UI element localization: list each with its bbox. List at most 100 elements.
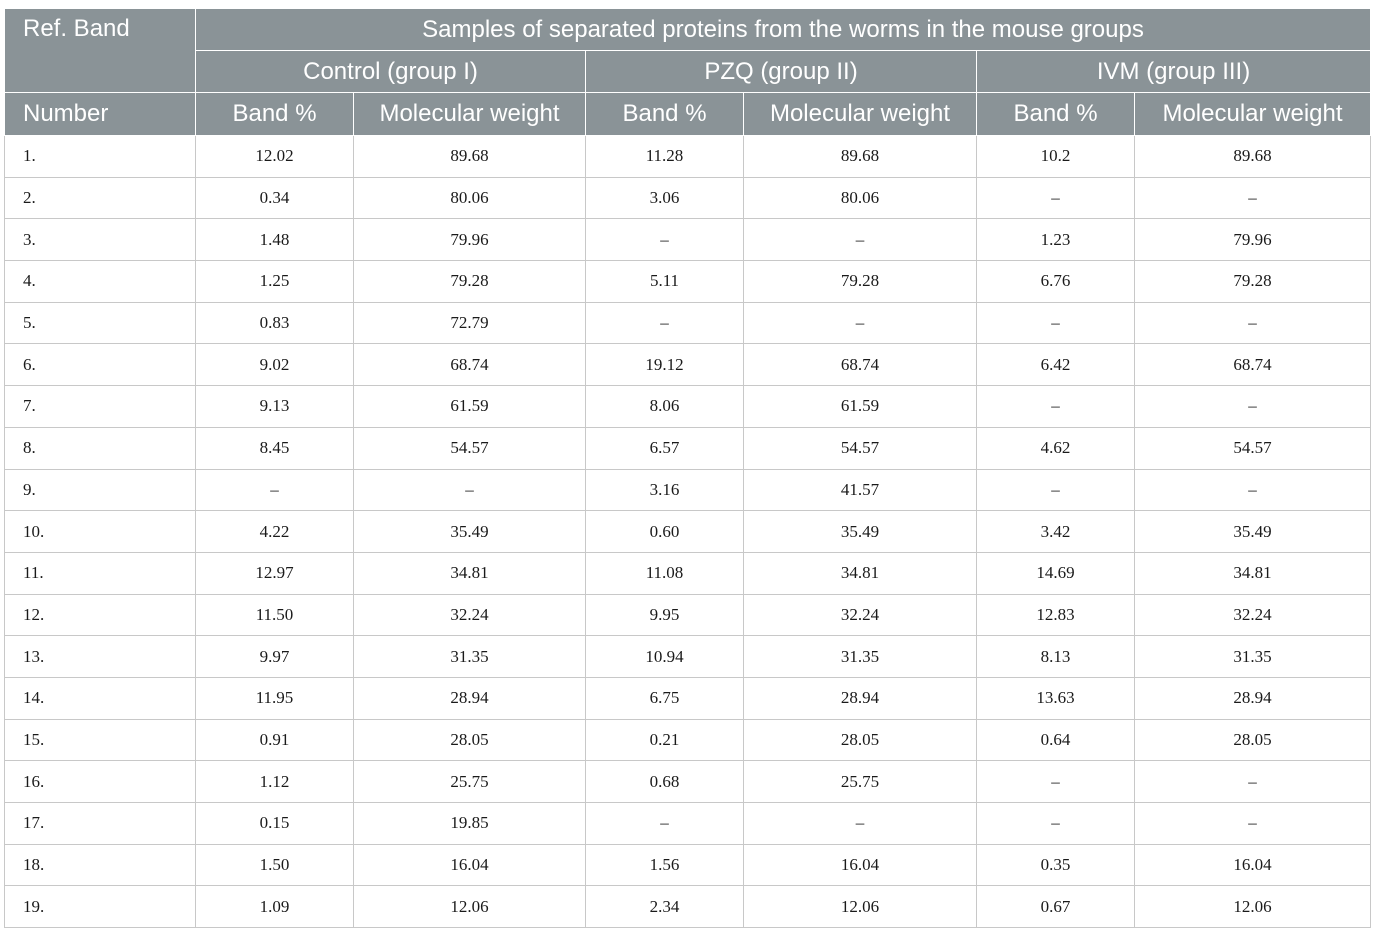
band-number-cell: 13. xyxy=(4,635,196,678)
pzq-band-pct-cell: 11.08 xyxy=(585,551,744,595)
control-band-pct-cell: 4.22 xyxy=(195,510,354,553)
pzq-band-pct-cell: 3.16 xyxy=(585,468,744,512)
control-band-pct-cell: 1.48 xyxy=(195,218,354,262)
ivm-mol-weight-cell: 68.74 xyxy=(1134,343,1371,387)
control-mol-weight-cell: 72.79 xyxy=(353,301,586,345)
control-band-pct-cell: 1.09 xyxy=(195,885,354,929)
ivm-mol-weight-cell: – xyxy=(1134,802,1371,845)
control-mol-weight-cell: 80.06 xyxy=(353,176,586,220)
ivm-mol-weight-cell: 12.06 xyxy=(1134,885,1371,929)
ivm-band-pct-cell: 6.76 xyxy=(976,260,1135,303)
control-band-pct-cell: 0.15 xyxy=(195,802,354,845)
table-row: 8. 8.45 54.57 6.57 54.57 4.62 54.57 xyxy=(4,426,1371,470)
control-band-pct-cell: 1.12 xyxy=(195,760,354,803)
pzq-band-pct-cell: 1.56 xyxy=(585,843,744,887)
ivm-band-pct-cell: – xyxy=(976,176,1135,220)
control-band-pct-cell: 0.91 xyxy=(195,718,354,762)
ivm-mol-weight-cell: 35.49 xyxy=(1134,510,1371,553)
control-band-pct-cell: 9.97 xyxy=(195,635,354,678)
ivm-mol-weight-cell: – xyxy=(1134,176,1371,220)
pzq-mol-weight-cell: 16.04 xyxy=(743,843,977,887)
mol-weight-header: Molecular weight xyxy=(743,92,977,136)
band-number-cell: 7. xyxy=(4,385,196,428)
band-number-cell: 10. xyxy=(4,510,196,553)
control-mol-weight-cell: 35.49 xyxy=(353,510,586,553)
ivm-mol-weight-cell: 89.68 xyxy=(1134,135,1371,178)
band-pct-header: Band % xyxy=(585,92,744,136)
control-band-pct-cell: – xyxy=(195,468,354,512)
control-mol-weight-cell: 25.75 xyxy=(353,760,586,803)
band-number-cell: 1. xyxy=(4,135,196,178)
control-mol-weight-cell: 79.28 xyxy=(353,260,586,303)
ivm-mol-weight-cell: 31.35 xyxy=(1134,635,1371,678)
pzq-mol-weight-cell: 80.06 xyxy=(743,176,977,220)
control-mol-weight-cell: 32.24 xyxy=(353,593,586,637)
table-row: 17. 0.15 19.85– – – – xyxy=(4,802,1371,845)
ivm-band-pct-cell: – xyxy=(976,802,1135,845)
samples-title-header: Samples of separated proteins from the w… xyxy=(195,8,1371,51)
pzq-band-pct-cell: 3.06 xyxy=(585,176,744,220)
control-mol-weight-cell: 61.59 xyxy=(353,385,586,428)
ivm-band-pct-cell: 3.42 xyxy=(976,510,1135,553)
band-pct-header: Band % xyxy=(976,92,1135,136)
ivm-mol-weight-cell: 34.81 xyxy=(1134,551,1371,595)
control-mol-weight-cell: 28.05 xyxy=(353,718,586,762)
pzq-band-pct-cell: 11.28 xyxy=(585,135,744,178)
band-number-cell: 14. xyxy=(4,676,196,720)
table-row: 14. 11.95 28.94 6.75 28.94 13.63 28.94 xyxy=(4,676,1371,720)
ivm-band-pct-cell: 4.62 xyxy=(976,426,1135,470)
ivm-mol-weight-cell: – xyxy=(1134,385,1371,428)
pzq-mol-weight-cell: 32.24 xyxy=(743,593,977,637)
pzq-band-pct-cell: 0.60 xyxy=(585,510,744,553)
number-header: Number xyxy=(4,92,196,136)
pzq-mol-weight-cell: 28.94 xyxy=(743,676,977,720)
band-number-cell: 11. xyxy=(4,551,196,595)
pzq-band-pct-cell: 19.12 xyxy=(585,343,744,387)
band-number-cell: 8. xyxy=(4,426,196,470)
table-row: 16. 1.12 25.75 0.68 25.75– – xyxy=(4,760,1371,803)
band-number-cell: 9. xyxy=(4,468,196,512)
group-header-ivm: IVM (group III) xyxy=(976,50,1371,93)
table-body: 1. 12.02 89.68 11.28 89.68 10.2 89.68 2. 0.34 80.… xyxy=(4,135,1371,929)
protein-bands-table: Ref. Band Samples of separated proteins … xyxy=(4,8,1371,929)
pzq-mol-weight-cell: 79.28 xyxy=(743,260,977,303)
band-number-cell: 2. xyxy=(4,176,196,220)
control-mol-weight-cell: 31.35 xyxy=(353,635,586,678)
control-band-pct-cell: 1.25 xyxy=(195,260,354,303)
control-band-pct-cell: 9.02 xyxy=(195,343,354,387)
control-band-pct-cell: 11.95 xyxy=(195,676,354,720)
band-number-cell: 5. xyxy=(4,301,196,345)
ivm-mol-weight-cell: – xyxy=(1134,468,1371,512)
ivm-band-pct-cell: – xyxy=(976,301,1135,345)
ivm-mol-weight-cell: – xyxy=(1134,301,1371,345)
table-row: 2. 0.34 80.06 3.06 80.06– – xyxy=(4,176,1371,220)
pzq-mol-weight-cell: – xyxy=(743,802,977,845)
pzq-mol-weight-cell: 89.68 xyxy=(743,135,977,178)
group-header-pzq: PZQ (group II) xyxy=(585,50,977,93)
table-row: 18. 1.50 16.04 1.56 16.04 0.35 16.04 xyxy=(4,843,1371,887)
pzq-mol-weight-cell: – xyxy=(743,301,977,345)
table-row: 11. 12.97 34.81 11.08 34.81 14.69 34.81 xyxy=(4,551,1371,595)
ivm-band-pct-cell: 12.83 xyxy=(976,593,1135,637)
control-band-pct-cell: 12.97 xyxy=(195,551,354,595)
ivm-band-pct-cell: 0.64 xyxy=(976,718,1135,762)
table-row: 13. 9.97 31.35 10.94 31.35 8.13 31.35 xyxy=(4,635,1371,678)
table-row: 7. 9.13 61.59 8.06 61.59– – xyxy=(4,385,1371,428)
band-number-cell: 6. xyxy=(4,343,196,387)
ivm-band-pct-cell: – xyxy=(976,760,1135,803)
band-number-cell: 3. xyxy=(4,218,196,262)
pzq-mol-weight-cell: 12.06 xyxy=(743,885,977,929)
control-band-pct-cell: 1.50 xyxy=(195,843,354,887)
band-number-cell: 19. xyxy=(4,885,196,929)
pzq-band-pct-cell: – xyxy=(585,218,744,262)
ivm-band-pct-cell: – xyxy=(976,385,1135,428)
band-number-cell: 18. xyxy=(4,843,196,887)
pzq-band-pct-cell: 10.94 xyxy=(585,635,744,678)
pzq-band-pct-cell: 8.06 xyxy=(585,385,744,428)
table-row: 10. 4.22 35.49 0.60 35.49 3.42 35.49 xyxy=(4,510,1371,553)
mol-weight-header: Molecular weight xyxy=(353,92,586,136)
control-mol-weight-cell: 89.68 xyxy=(353,135,586,178)
pzq-band-pct-cell: 5.11 xyxy=(585,260,744,303)
ivm-band-pct-cell: 8.13 xyxy=(976,635,1135,678)
